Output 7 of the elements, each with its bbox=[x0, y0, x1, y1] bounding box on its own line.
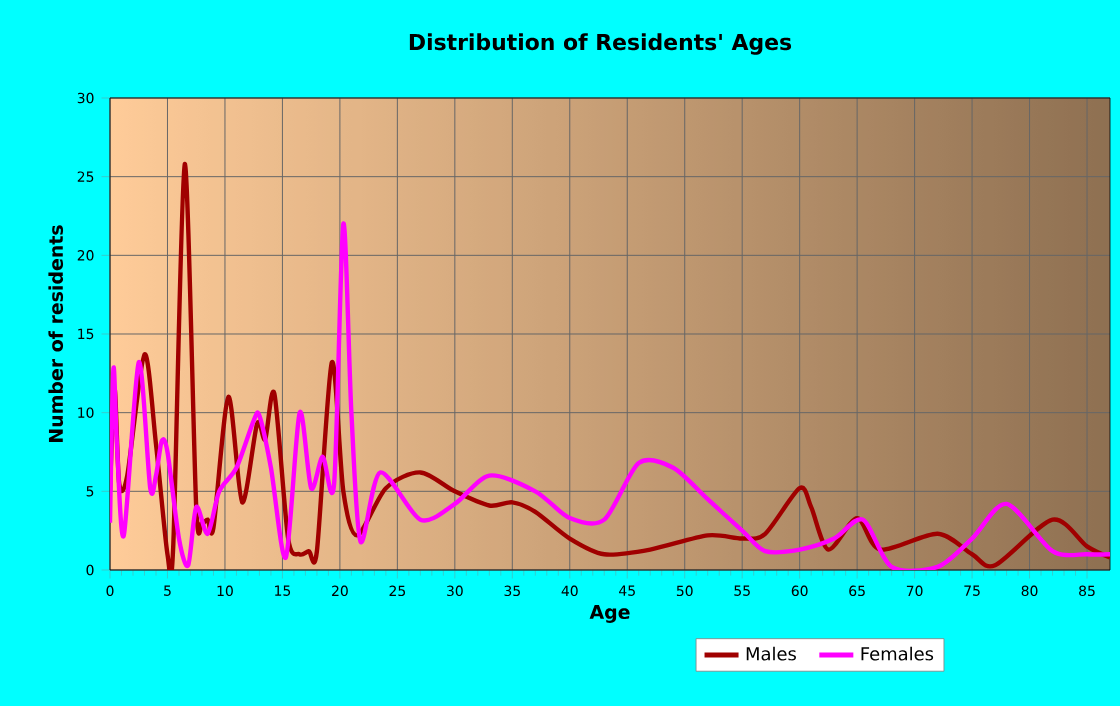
legend-label: Females bbox=[861, 646, 934, 661]
y-axis-title: Number of residents bbox=[48, 225, 64, 442]
x-axis-title: Age bbox=[589, 605, 630, 623]
line-series bbox=[110, 221, 1111, 570]
line-series bbox=[110, 161, 1111, 568]
chart-title: Distribution of Residents' Ages bbox=[409, 33, 792, 55]
legend-label: Males bbox=[746, 646, 796, 661]
